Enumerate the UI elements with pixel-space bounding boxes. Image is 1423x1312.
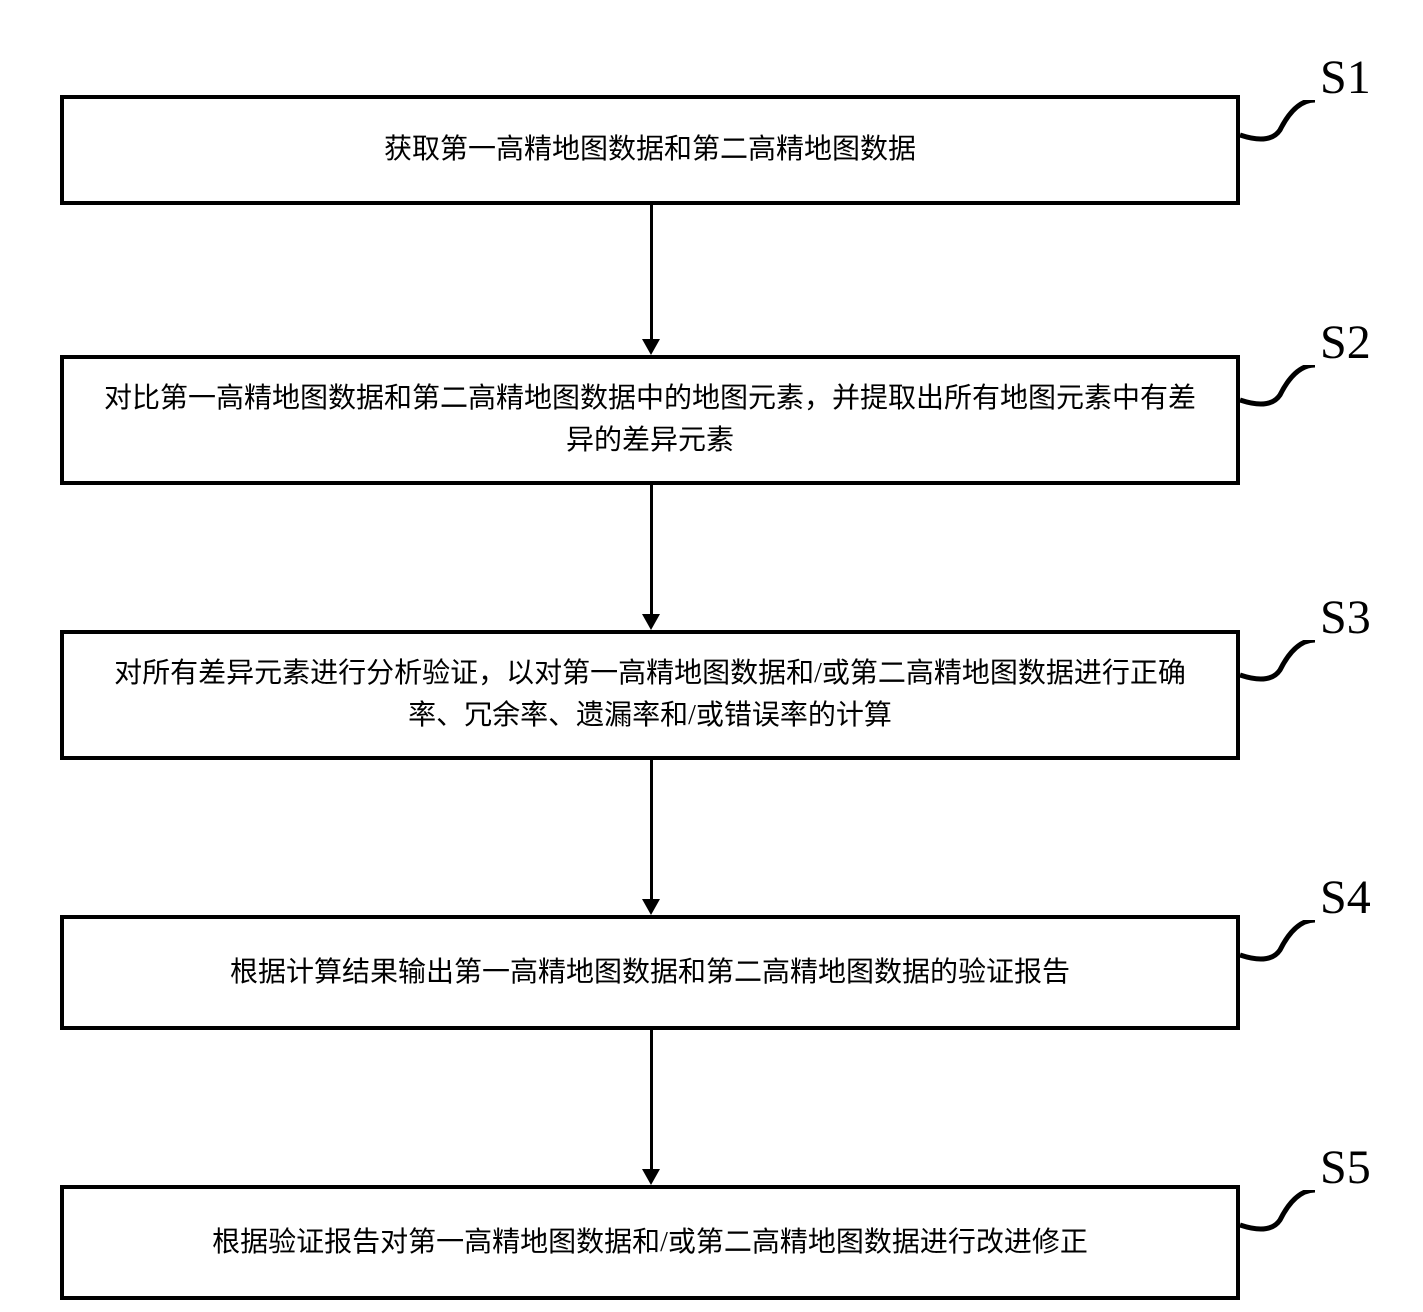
step-label-s2: S2: [1320, 315, 1371, 370]
step-box-s3: 对所有差异元素进行分析验证，以对第一高精地图数据和/或第二高精地图数据进行正确率…: [60, 630, 1240, 760]
step-label-s5: S5: [1320, 1140, 1371, 1195]
step-label-text: S3: [1320, 591, 1371, 644]
arrow-line-3: [650, 760, 653, 899]
connector-curve-s4: [1240, 920, 1330, 990]
connector-curve-s3: [1240, 640, 1330, 710]
step-label-text: S2: [1320, 316, 1371, 369]
step-label-s1: S1: [1320, 50, 1371, 105]
step-box-s2: 对比第一高精地图数据和第二高精地图数据中的地图元素，并提取出所有地图元素中有差异…: [60, 355, 1240, 485]
step-label-s3: S3: [1320, 590, 1371, 645]
arrow-head-4: [642, 1169, 660, 1185]
step-text: 获取第一高精地图数据和第二高精地图数据: [384, 129, 916, 171]
arrow-line-2: [650, 485, 653, 614]
step-label-text: S4: [1320, 871, 1371, 924]
arrow-line-4: [650, 1030, 653, 1169]
step-text: 对比第一高精地图数据和第二高精地图数据中的地图元素，并提取出所有地图元素中有差异…: [94, 378, 1206, 462]
arrow-head-3: [642, 899, 660, 915]
connector-curve-s1: [1240, 100, 1330, 170]
step-box-s4: 根据计算结果输出第一高精地图数据和第二高精地图数据的验证报告: [60, 915, 1240, 1030]
connector-curve-s5: [1240, 1190, 1330, 1260]
step-label-s4: S4: [1320, 870, 1371, 925]
step-box-s1: 获取第一高精地图数据和第二高精地图数据: [60, 95, 1240, 205]
step-text: 根据验证报告对第一高精地图数据和/或第二高精地图数据进行改进修正: [212, 1222, 1088, 1264]
step-text: 对所有差异元素进行分析验证，以对第一高精地图数据和/或第二高精地图数据进行正确率…: [94, 653, 1206, 737]
step-label-text: S5: [1320, 1141, 1371, 1194]
step-text: 根据计算结果输出第一高精地图数据和第二高精地图数据的验证报告: [230, 952, 1070, 994]
step-label-text: S1: [1320, 51, 1371, 104]
connector-curve-s2: [1240, 365, 1330, 435]
arrow-head-1: [642, 339, 660, 355]
step-box-s5: 根据验证报告对第一高精地图数据和/或第二高精地图数据进行改进修正: [60, 1185, 1240, 1300]
arrow-head-2: [642, 614, 660, 630]
arrow-line-1: [650, 205, 653, 339]
